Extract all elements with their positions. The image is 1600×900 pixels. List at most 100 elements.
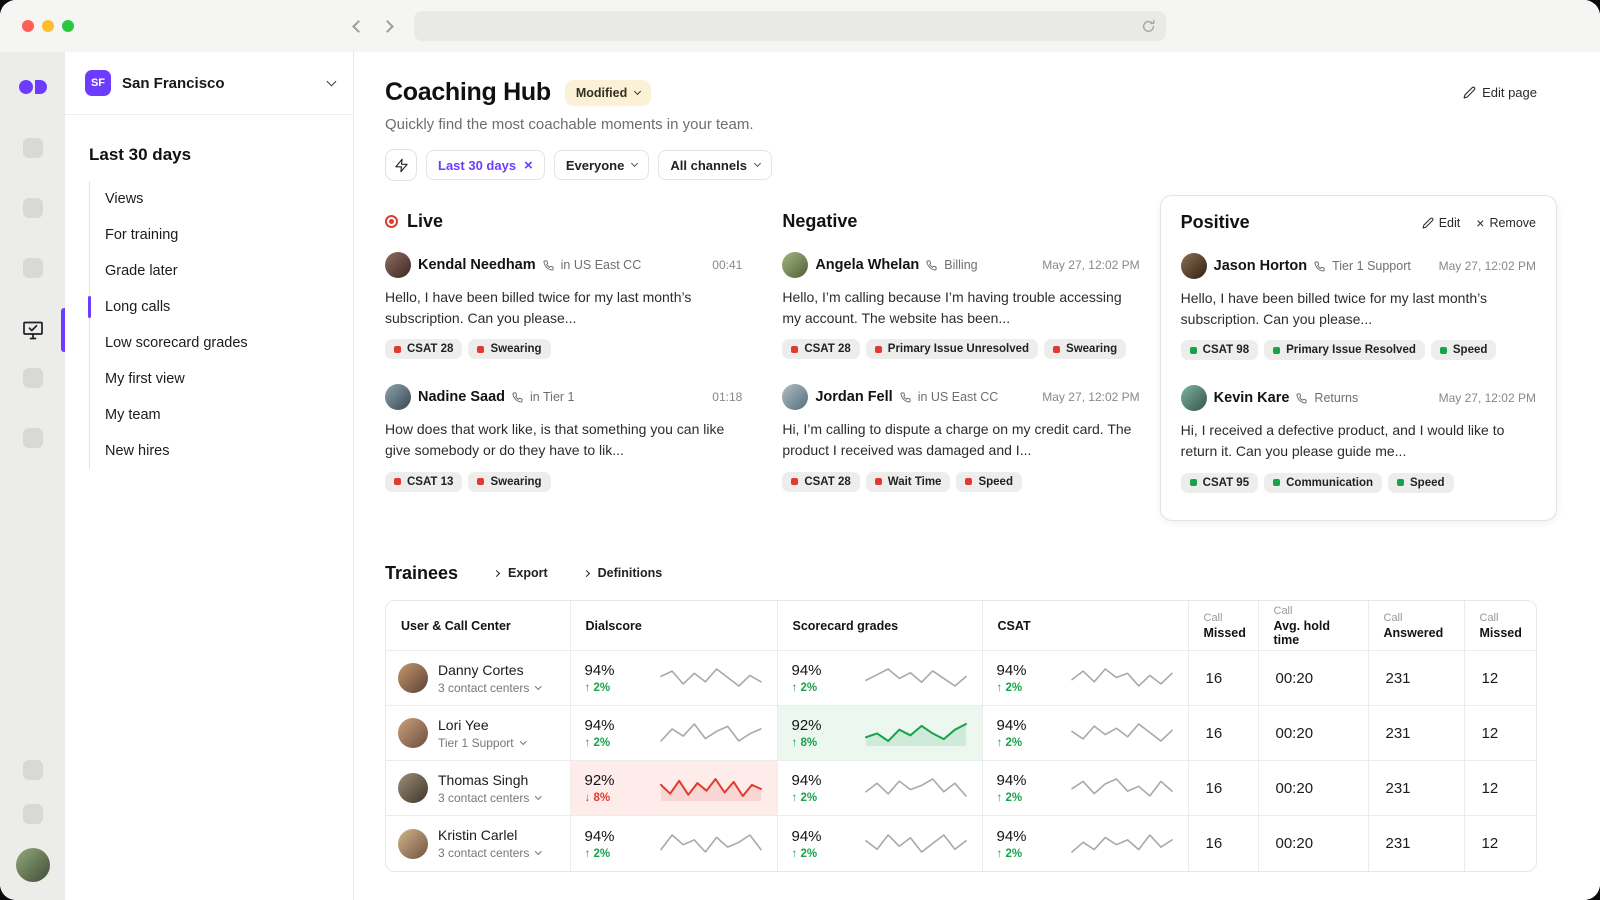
metric-cell[interactable]: 92% ↓ 8% (570, 760, 778, 817)
rail-user-avatar[interactable] (15, 848, 50, 882)
metric-value: 94% (996, 772, 1027, 790)
metric-cell[interactable]: 94% ↑ 2% (570, 815, 778, 871)
rail-app-icon-3[interactable] (22, 258, 43, 278)
trainees-table-head: User & Call Center Dialscore Scorecard gra… (386, 600, 1536, 652)
trainee-call-center-dropdown[interactable]: Tier 1 Support (438, 736, 527, 750)
metric-cell[interactable]: 94% ↑ 2% (982, 760, 1189, 817)
window-controls (22, 20, 74, 32)
metric-cell[interactable]: 94% ↑ 2% (982, 650, 1189, 707)
metric-cell[interactable]: 94% ↑ 2% (570, 705, 778, 762)
sidebar-item-long-calls[interactable]: Long calls (88, 289, 353, 325)
negative-dot-icon (477, 478, 485, 486)
metric-cell[interactable]: 94% ↑ 2% (777, 815, 983, 871)
quick-filter-button[interactable] (385, 149, 417, 181)
trainee-call-center-dropdown[interactable]: 3 contact centers (438, 790, 542, 805)
rail-app-icon-4[interactable] (22, 368, 43, 388)
close-window-button[interactable] (22, 20, 34, 32)
modified-badge[interactable]: Modified (564, 79, 652, 106)
filter-chip-everyone[interactable]: Everyone (553, 150, 650, 180)
column-header-positive: Positive Edit × Remove (1181, 212, 1536, 233)
trainees-table: User & Call Center Dialscore Scorecard gra… (386, 600, 1536, 871)
metric-cell[interactable]: 94% ↑ 2% (777, 760, 983, 817)
chevron-right-icon (582, 569, 590, 577)
metric-cell[interactable]: 92% ↑ 8% (777, 705, 983, 762)
moment-name: Kendal Needham (418, 257, 536, 273)
moment-time: 00:41 (712, 258, 743, 272)
metric-summary: 92% ↓ 8% (585, 772, 615, 804)
metric-cell[interactable]: 94% ↑ 2% (982, 705, 1189, 762)
tag-csat-13: CSAT 13 (385, 471, 463, 492)
edit-column-button[interactable]: Edit (1422, 216, 1460, 230)
sidebar-item-for-training[interactable]: For training (105, 227, 179, 243)
moment-tags: CSAT 28 Swearing (385, 339, 742, 360)
rail-app-icon-1[interactable] (22, 138, 43, 158)
moment-card-jason-horton[interactable]: Jason Horton Tier 1 Support May 27, 12:02 … (1180, 253, 1536, 361)
positive-dot-icon (1189, 479, 1197, 487)
browser-titlebar (0, 0, 1600, 52)
sidebar-item-my-first-view[interactable]: My first view (105, 371, 185, 387)
rail-coaching-hub-item[interactable] (0, 308, 65, 352)
moment-context: in US East CC (560, 258, 642, 272)
minimize-window-button[interactable] (42, 20, 54, 32)
trainee-avatar (398, 718, 428, 749)
moment-transcript: Hello, I’m calling because I’m having tr… (782, 289, 1122, 326)
rail-app-icon-7[interactable] (22, 804, 43, 824)
moment-card-kendal-needham[interactable]: Kendal Needham in US East CC 00:41 Hello, I… (385, 252, 743, 360)
remove-filter-icon[interactable]: × (524, 156, 533, 174)
metric-value: 94% (584, 662, 615, 680)
metric-delta: ↑ 8% (791, 737, 818, 750)
tag-label: CSAT 28 (804, 343, 851, 356)
moment-card-nadine-saad[interactable]: Nadine Saad in Tier 1 01:18 How does that w… (385, 384, 742, 492)
metric-summary: 94% ↑ 2% (792, 772, 822, 804)
stat-cell: 231 (1368, 815, 1465, 871)
phone-icon (926, 259, 937, 271)
sidebar-item-grade-later[interactable]: Grade later (105, 263, 178, 279)
trainee-call-center-label: 3 contact centers (438, 846, 530, 861)
forward-button[interactable] (381, 19, 394, 33)
export-link[interactable]: Export (493, 566, 548, 580)
back-button[interactable] (352, 19, 365, 33)
moment-card-header: Jason Horton Tier 1 Support May 27, 12:02 … (1180, 253, 1536, 279)
rail-app-icon-2[interactable] (22, 198, 43, 218)
stat-cell: 16 (1188, 760, 1259, 817)
zoom-window-button[interactable] (62, 20, 74, 32)
trainee-call-center-dropdown[interactable]: 3 contact centers (438, 846, 542, 861)
moment-card-kevin-kare[interactable]: Kevin Kare Returns May 27, 12:02 PM Hi, I r… (1180, 385, 1536, 493)
filter-chip-last-30-days[interactable]: Last 30 days × (426, 150, 545, 180)
tag-label: Primary Issue Resolved (1286, 344, 1416, 357)
column-header-csat: CSAT (982, 600, 1189, 652)
rail-app-icon-6[interactable] (22, 760, 43, 780)
trainee-call-center-label: 3 contact centers (438, 790, 530, 805)
definitions-link[interactable]: Definitions (582, 566, 662, 580)
address-bar[interactable] (414, 11, 1166, 41)
sidebar-item-low-scorecard-grades[interactable]: Low scorecard grades (105, 335, 248, 351)
moment-card-angela-whelan[interactable]: Angela Whelan Billing May 27, 12:02 PM Hell… (782, 252, 1140, 360)
rail-app-icon-5[interactable] (22, 428, 43, 448)
moment-card-jordan-fell[interactable]: Jordan Fell in US East CC May 27, 12:02 PM… (782, 384, 1140, 492)
edit-page-button[interactable]: Edit page (1463, 85, 1537, 100)
trainees-header: Trainees Export Definitions (385, 563, 1537, 584)
tag-swearing: Swearing (468, 339, 551, 360)
dialpad-logo-icon[interactable] (18, 76, 48, 98)
refresh-icon[interactable] (1141, 19, 1156, 34)
sidebar-item-my-team[interactable]: My team (105, 407, 161, 423)
metric-inner: 94% ↑ 2% (792, 828, 968, 860)
moment-tags: CSAT 28 Primary Issue Unresolved Swearing (782, 339, 1139, 360)
tag-label: CSAT 13 (407, 475, 454, 488)
trend-sparkline (1070, 833, 1173, 853)
workspace-switcher[interactable]: SF San Francisco (65, 52, 353, 115)
remove-column-button[interactable]: × Remove (1476, 216, 1536, 230)
moment-transcript: Hello, I have been billed twice for my l… (1180, 290, 1487, 327)
sidebar-item-views[interactable]: Views (105, 191, 144, 207)
metric-cell[interactable]: 94% ↑ 2% (982, 815, 1189, 871)
trainees-table-frame: User & Call Center Dialscore Scorecard gra… (385, 599, 1537, 872)
sidebar-item-new-hires[interactable]: New hires (105, 443, 170, 459)
tag-csat-98: CSAT 98 (1180, 340, 1259, 361)
metric-cell[interactable]: 94% ↑ 2% (777, 650, 983, 707)
moment-context: Tier 1 Support (1332, 259, 1411, 273)
trend-sparkline (659, 723, 762, 743)
filter-chip-all-channels[interactable]: All channels (658, 150, 772, 180)
trainee-call-center-dropdown[interactable]: 3 contact centers (438, 681, 542, 695)
metric-cell[interactable]: 94% ↑ 2% (570, 650, 778, 707)
metric-value: 94% (791, 662, 822, 680)
